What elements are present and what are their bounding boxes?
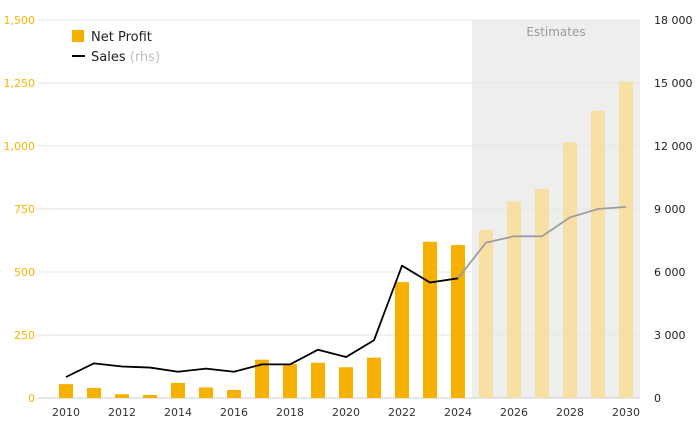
left-tick-label: 500 [14,266,35,279]
legend: Net Profit Sales (rhs) [72,30,160,65]
legend-label-net-profit: Net Profit [91,30,152,45]
left-tick-label: 0 [28,392,35,405]
sales-line-estimate [457,206,627,279]
bar-net-profit-2019 [311,362,325,398]
right-tick-label: 0 [654,392,661,405]
bar-net-profit-2029 [591,110,605,398]
left-tick-label: 1,000 [4,140,36,153]
x-tick-label: 2030 [612,406,640,419]
bar-net-profit-2010 [59,384,73,398]
bar-net-profit-2030 [619,81,633,399]
right-tick-label: 3 000 [654,329,686,342]
left-tick-label: 750 [14,203,35,216]
bar-net-profit-2024 [451,245,465,398]
legend-swatch-net-profit [72,30,84,42]
bar-net-profit-2021 [367,357,381,398]
bar-net-profit-2013 [143,394,157,398]
legend-label-sales-suffix: (rhs) [126,50,160,65]
sales-line-actual [65,264,459,378]
legend-label-sales-name: Sales [91,50,126,65]
left-tick-label: 1,250 [4,77,36,90]
bar-net-profit-2025 [479,229,493,398]
left-axis: 0 250 500 750 1,000 1,250 1,500 [4,14,36,405]
x-tick-label: 2016 [220,406,248,419]
right-tick-label: 6 000 [654,266,686,279]
bar-net-profit-2018 [283,363,297,398]
bar-net-profit-2011 [87,387,101,398]
left-tick-label: 1,500 [4,14,36,27]
x-tick-label: 2022 [388,406,416,419]
bar-net-profit-2023 [423,241,437,398]
left-tick-label: 250 [14,329,35,342]
bar-net-profit-2022 [395,282,409,398]
bar-net-profit-2020 [339,367,353,398]
x-tick-label: 2026 [500,406,528,419]
estimates-label: Estimates [526,25,585,39]
x-tick-label: 2012 [108,406,136,419]
bar-net-profit-2016 [227,389,241,398]
right-tick-label: 12 000 [654,140,693,153]
right-tick-label: 15 000 [654,77,693,90]
bar-net-profit-2015 [199,387,213,398]
x-tick-label: 2014 [164,406,192,419]
bar-net-profit-2027 [535,188,549,398]
sales-line [65,206,627,378]
gridlines [38,19,640,399]
right-axis: 0 3 000 6 000 9 000 12 000 15 000 18 000 [654,14,693,405]
bar-net-profit-2017 [255,359,269,398]
x-tick-label: 2020 [332,406,360,419]
net-profit-bars [59,81,633,399]
legend-label-sales: Sales (rhs) [91,50,160,65]
bar-net-profit-2012 [115,394,129,398]
x-tick-label: 2024 [444,406,472,419]
x-tick-label: 2010 [52,406,80,419]
right-tick-label: 9 000 [654,203,686,216]
bar-net-profit-2014 [171,382,185,398]
right-tick-label: 18 000 [654,14,693,27]
bar-net-profit-2028 [563,142,577,398]
x-axis: 2010 2012 2014 2016 2018 2020 2022 2024 2026 2028… [52,406,640,419]
bar-net-profit-2026 [507,201,521,398]
x-tick-label: 2018 [276,406,304,419]
x-tick-label: 2028 [556,406,584,419]
